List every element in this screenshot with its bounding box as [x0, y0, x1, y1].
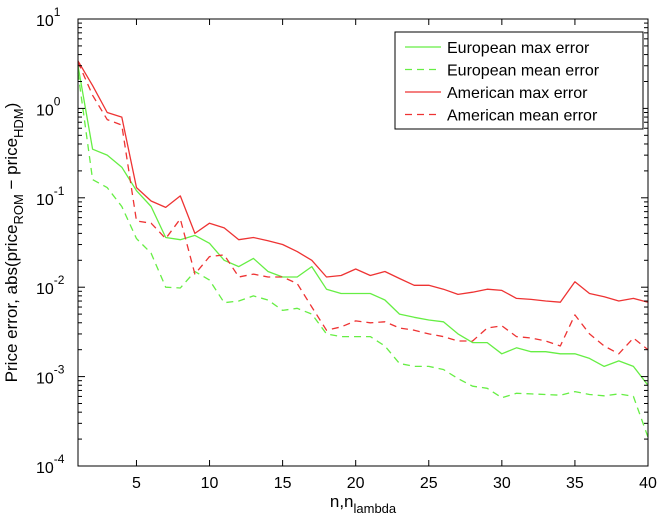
y-axis-label-subscript: ROM [11, 194, 26, 224]
x-tick-label: 15 [274, 475, 292, 492]
series-lines [77, 60, 649, 438]
y-tick-label-exponent: 0 [54, 94, 61, 108]
y-tick-label-exponent: -2 [54, 273, 65, 287]
y-tick-label-exponent: -4 [54, 452, 65, 466]
x-tick-label: 30 [493, 475, 511, 492]
x-tick-label: 25 [420, 475, 438, 492]
x-axis-label-subscript: lambda [354, 501, 397, 516]
x-tick-label: 40 [639, 475, 657, 492]
y-tick-label: 10-3 [36, 363, 65, 388]
legend-label: American mean error [447, 108, 598, 125]
legend-label: European mean error [447, 63, 600, 80]
y-tick-label: 10-4 [36, 452, 65, 477]
x-tick-label: 20 [347, 475, 365, 492]
y-tick-label: 10-1 [36, 184, 65, 209]
x-tick-label: 5 [132, 475, 141, 492]
legend-label: European max error [447, 40, 590, 57]
y-axis-label-part: ) [2, 103, 21, 109]
x-axis-label-main: n,n [330, 492, 354, 511]
y-tick-label: 10-2 [36, 273, 65, 298]
y-tick-label-base: 10 [36, 13, 54, 30]
y-tick-label-exponent: -3 [54, 363, 65, 377]
x-axis-label: n,nlambda [330, 492, 397, 516]
y-tick-label-base: 10 [36, 102, 54, 119]
x-tick-labels: 5 10 15 20 25 30 35 40 [132, 475, 657, 492]
y-axis-label-subscript: HDM [11, 108, 26, 138]
x-tick-label: 10 [201, 475, 219, 492]
y-tick-label-exponent: -1 [54, 184, 65, 198]
series-line-0 [77, 65, 649, 386]
series-line-3 [77, 61, 649, 355]
y-axis-label-part: − price [2, 138, 21, 194]
y-axis-label-part: Price error, abs(price [2, 225, 21, 383]
y-tick-label: 100 [36, 94, 61, 119]
y-tick-label-base: 10 [36, 192, 54, 209]
y-tick-label-base: 10 [36, 281, 54, 298]
y-tick-label: 101 [36, 5, 61, 30]
legend-label: American max error [447, 85, 588, 102]
y-tick-label-base: 10 [36, 460, 54, 477]
plot-frame [77, 18, 649, 467]
x-tick-label: 35 [566, 475, 584, 492]
y-tick-label-exponent: 1 [54, 5, 61, 19]
series-line-2 [77, 60, 649, 303]
legend-box [394, 31, 644, 130]
series-line-1 [77, 72, 649, 438]
legend: European max error European mean error Ame… [394, 31, 644, 130]
y-axis-label: Price error, abs(priceROM − priceHDM) [2, 103, 26, 383]
y-tick-label-base: 10 [36, 371, 54, 388]
axis-ticks [78, 18, 649, 467]
